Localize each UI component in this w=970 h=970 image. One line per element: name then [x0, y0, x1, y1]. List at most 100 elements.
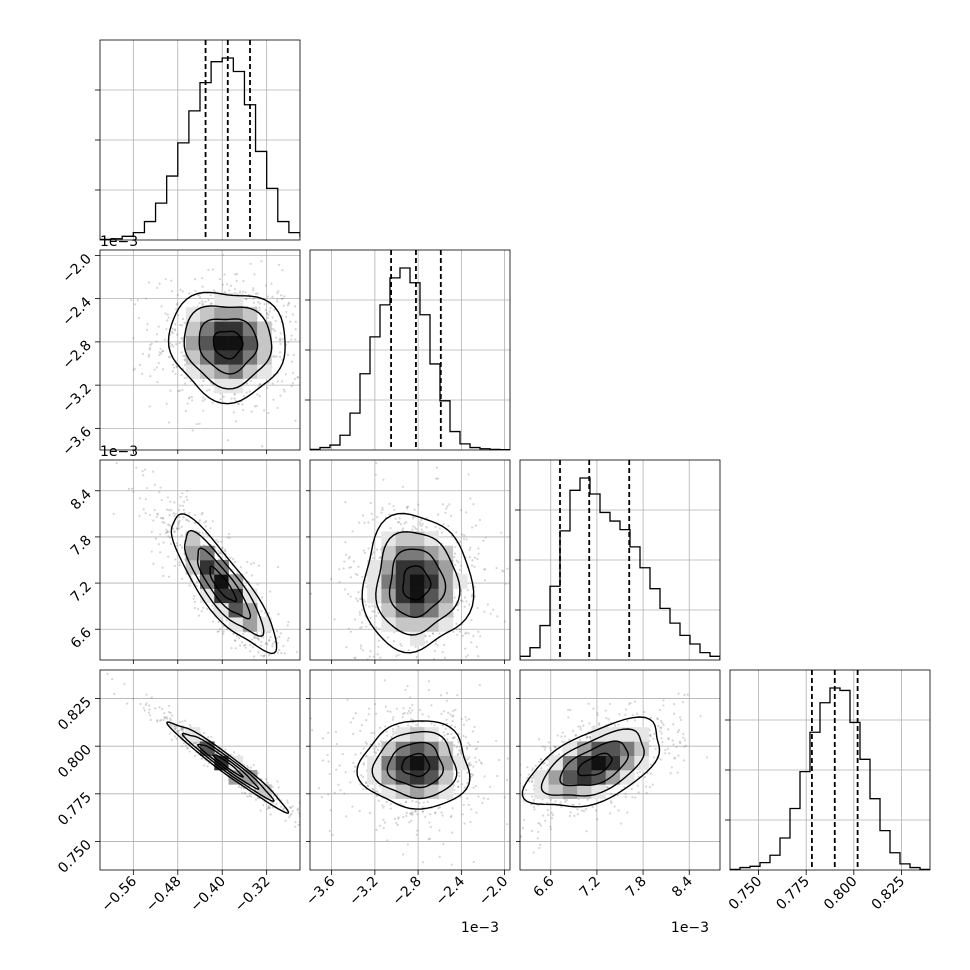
density-cell — [452, 755, 468, 771]
sample-point — [605, 786, 608, 789]
sample-point — [343, 560, 346, 563]
sample-point — [171, 332, 174, 335]
x-tick-label: 6.6 — [531, 873, 558, 900]
sample-point — [177, 508, 181, 512]
sample-point — [467, 763, 470, 767]
sample-point — [368, 655, 371, 658]
sample-point — [281, 337, 285, 340]
sample-point — [517, 777, 519, 779]
sample-point — [451, 719, 454, 723]
sample-point — [327, 760, 330, 763]
sample-point — [175, 365, 178, 369]
sample-point — [372, 788, 375, 791]
density-cell — [424, 574, 439, 589]
sample-point — [277, 613, 280, 616]
sample-point — [579, 728, 582, 731]
sample-point — [287, 301, 290, 304]
density-cell — [228, 364, 244, 379]
sample-point — [662, 699, 665, 702]
sample-point — [315, 318, 317, 320]
sample-point — [567, 708, 570, 711]
sample-point — [683, 745, 686, 748]
sample-point — [452, 744, 456, 747]
sample-point — [549, 748, 552, 752]
sample-point — [662, 704, 665, 707]
sample-point — [627, 703, 631, 706]
sample-point — [281, 269, 284, 272]
sample-point — [232, 751, 236, 754]
sample-point — [291, 382, 295, 385]
sample-point — [402, 707, 405, 710]
sample-point — [328, 772, 331, 776]
sample-point — [445, 699, 448, 702]
sample-point — [470, 564, 474, 567]
sample-point — [466, 782, 469, 785]
sample-point — [207, 736, 210, 739]
sample-point — [233, 393, 236, 396]
sample-point — [281, 297, 284, 300]
sample-point — [470, 775, 473, 778]
sample-point — [399, 523, 403, 526]
sample-point — [200, 513, 203, 516]
sample-point — [152, 562, 155, 565]
sample-point — [311, 729, 314, 732]
sample-point — [242, 632, 245, 636]
sample-point — [174, 372, 177, 375]
sample-point — [176, 528, 179, 531]
sample-point — [386, 839, 389, 842]
sample-point — [594, 809, 598, 812]
sample-point — [254, 798, 258, 801]
sample-point — [195, 742, 198, 746]
sample-point — [392, 640, 395, 643]
sample-point — [245, 298, 248, 301]
sample-point — [476, 557, 479, 561]
sample-point — [276, 793, 279, 797]
density-cell — [577, 770, 592, 785]
panel-frame — [99, 459, 301, 661]
sample-point — [274, 319, 277, 323]
sample-point — [177, 524, 180, 527]
sample-point — [206, 389, 209, 392]
sample-point — [457, 561, 460, 564]
sample-point — [527, 773, 530, 776]
sample-point — [170, 724, 173, 727]
sample-point — [147, 711, 150, 714]
sample-point — [377, 612, 380, 615]
sample-point — [305, 825, 307, 827]
sample-point — [605, 717, 608, 720]
sample-point — [572, 804, 575, 807]
sample-point — [400, 684, 402, 686]
sample-point — [139, 363, 142, 366]
sample-point — [163, 521, 166, 524]
sample-point — [156, 286, 159, 290]
sample-point — [179, 495, 182, 499]
sample-point — [291, 810, 294, 813]
contour-line — [540, 728, 645, 797]
sample-point — [458, 749, 461, 752]
sample-point — [547, 813, 550, 817]
sample-point — [127, 487, 131, 490]
sample-point — [180, 727, 183, 730]
sample-point — [401, 527, 405, 530]
sample-point — [411, 703, 414, 706]
sample-point — [576, 813, 579, 816]
sample-point — [155, 333, 159, 336]
sample-point — [682, 736, 685, 739]
sample-point — [132, 490, 135, 494]
sample-point — [159, 347, 162, 350]
sample-point — [667, 737, 670, 741]
sample-point — [182, 508, 185, 512]
sample-point — [226, 439, 230, 442]
density-cell — [438, 784, 454, 799]
sample-point — [320, 796, 324, 799]
sample-point — [407, 676, 409, 678]
y-tick-label: 0.800 — [55, 742, 95, 782]
sample-point — [222, 254, 225, 257]
sample-point — [259, 302, 262, 305]
sample-point — [497, 758, 501, 762]
sample-point — [139, 702, 142, 706]
density-cell — [410, 588, 425, 604]
sample-point — [201, 384, 204, 387]
sample-point — [667, 728, 670, 731]
